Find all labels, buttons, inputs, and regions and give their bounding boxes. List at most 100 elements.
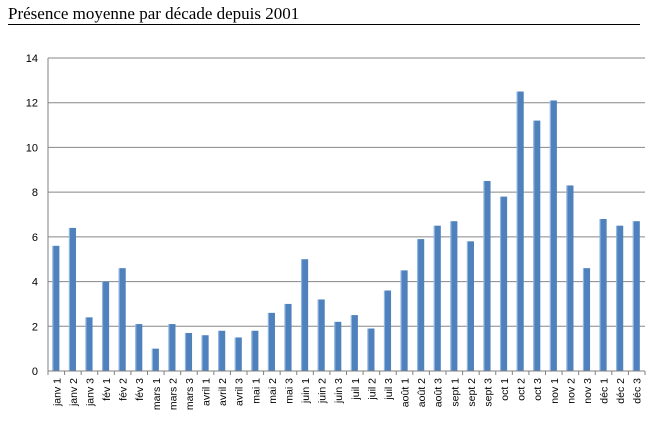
bar — [400, 270, 408, 371]
bar-body — [583, 268, 591, 371]
bar-highlight — [234, 337, 236, 371]
bar-body — [418, 239, 425, 371]
bar-highlight — [68, 227, 70, 371]
bar-highlight — [549, 100, 551, 371]
bar — [350, 315, 358, 371]
bar-highlight — [632, 221, 634, 371]
chart-area: 0 2 4 6 8 10 12 14 janv 1 janv 2 janv 3 fév 1 fév 2… — [0, 38, 656, 422]
bar — [251, 330, 259, 371]
bar-highlight — [101, 281, 104, 371]
x-tick-label: janv 2 — [68, 378, 80, 407]
bar — [549, 100, 557, 371]
bar-highlight — [367, 328, 369, 371]
bar — [234, 337, 242, 371]
axes — [47, 58, 646, 375]
bar-body — [152, 348, 159, 371]
bar-highlight — [201, 335, 203, 371]
x-tick-label: oct 2 — [516, 378, 528, 401]
bar-highlight — [267, 312, 269, 371]
y-tick-label: 10 — [26, 142, 38, 154]
bar — [168, 324, 176, 371]
bar-highlight — [417, 239, 419, 371]
bar-highlight — [135, 324, 137, 371]
bar-body — [202, 335, 209, 371]
bar — [118, 268, 126, 371]
bar-body — [517, 91, 524, 372]
bar-highlight — [566, 185, 568, 371]
y-tick-label: 6 — [32, 232, 38, 244]
bar-body — [119, 268, 126, 371]
bar — [218, 330, 226, 371]
x-tick-label: mars 2 — [167, 378, 179, 410]
bar-highlight — [52, 245, 54, 371]
bar-body — [484, 180, 491, 371]
x-tick-label: nov 3 — [582, 378, 594, 404]
y-tick-label: 8 — [32, 187, 38, 199]
bar-body — [136, 324, 143, 371]
bar-body — [235, 337, 242, 371]
bar-highlight — [300, 259, 303, 371]
bar-body — [318, 299, 325, 371]
x-tick-label: mai 1 — [250, 378, 262, 404]
bar-highlight — [168, 324, 170, 371]
bar — [533, 120, 541, 371]
bar — [201, 335, 209, 371]
bar — [417, 239, 425, 371]
bar — [184, 332, 193, 371]
bar-highlight — [317, 299, 319, 371]
bar-body — [268, 312, 275, 371]
x-tick-label: août 1 — [400, 378, 412, 407]
bar-highlight — [533, 120, 535, 371]
bar — [135, 324, 143, 371]
bar-body — [169, 324, 176, 371]
bar-body — [467, 241, 474, 371]
bars — [52, 91, 640, 372]
bar — [85, 317, 93, 371]
bar-body — [301, 259, 309, 371]
y-axis-labels: 0 2 4 6 8 10 12 14 — [26, 53, 38, 378]
x-tick-label: fév 1 — [101, 378, 113, 401]
x-axis-labels: janv 1 janv 2 janv 3 fév 1 fév 2 fév 3 mars 1 m… — [51, 378, 643, 410]
bar-body — [451, 221, 458, 371]
bar — [300, 259, 309, 371]
bar-highlight — [483, 180, 485, 371]
bar-body — [69, 227, 76, 371]
y-tick-label: 12 — [26, 98, 38, 110]
bar — [52, 245, 60, 371]
x-tick-label: fév 3 — [134, 378, 146, 401]
y-tick-label: 2 — [32, 321, 38, 333]
bar — [284, 303, 292, 371]
x-tick-label: nov 1 — [549, 378, 561, 404]
bar-highlight — [433, 225, 435, 371]
x-tick-label: juil 3 — [383, 378, 395, 401]
bar-highlight — [400, 270, 402, 371]
x-tick-label: avril 2 — [217, 378, 229, 406]
x-tick-label: juil 2 — [366, 378, 378, 401]
bar-body — [401, 270, 408, 371]
bar-highlight — [499, 196, 502, 371]
bar-body — [434, 225, 441, 371]
bar-body — [500, 196, 508, 371]
x-tick-label: oct 1 — [499, 378, 511, 401]
x-tick-label: mai 2 — [267, 378, 279, 404]
bar-highlight — [450, 221, 452, 371]
bar — [450, 221, 458, 371]
bar-body — [567, 185, 574, 371]
bar — [582, 268, 591, 371]
x-tick-label: juin 1 — [300, 378, 312, 404]
bar-highlight — [599, 218, 601, 371]
bar-highlight — [251, 330, 253, 371]
x-tick-label: juin 3 — [333, 378, 345, 404]
bar — [334, 321, 342, 371]
bar-body — [617, 225, 624, 371]
bar-body — [351, 315, 358, 371]
bar-highlight — [350, 315, 352, 371]
bar-highlight — [616, 225, 618, 371]
bar-body — [335, 321, 342, 371]
bar-highlight — [334, 321, 336, 371]
bar-body — [285, 303, 292, 371]
bar — [483, 180, 491, 371]
bar-body — [633, 221, 640, 371]
bar-body — [368, 328, 375, 371]
bar — [267, 312, 275, 371]
